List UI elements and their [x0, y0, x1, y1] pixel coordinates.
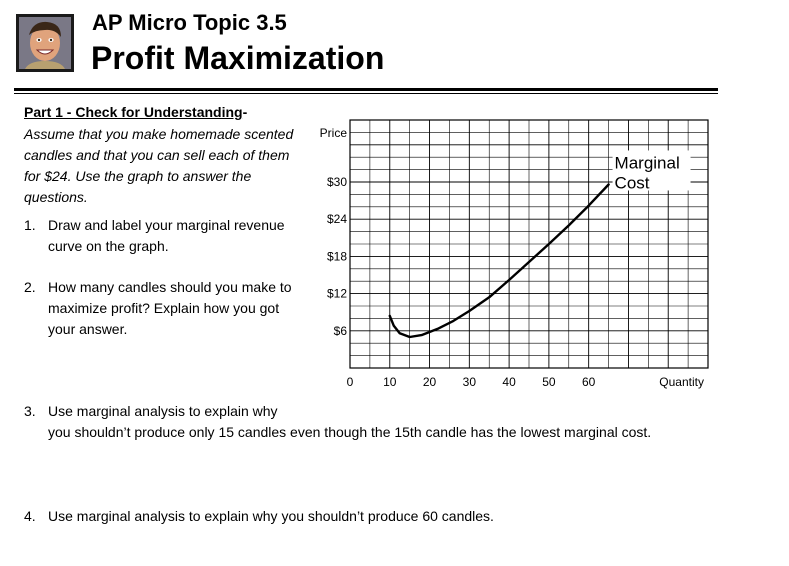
- series-label-background: [612, 150, 691, 191]
- x-tick-label: 0: [347, 375, 354, 389]
- title-topic: AP Micro Topic 3.5: [92, 10, 287, 35]
- question-number: 1.: [24, 217, 36, 233]
- series-label: Marginal: [615, 153, 680, 172]
- x-axis-label: Quantity: [659, 375, 704, 389]
- header-divider-thin: [14, 93, 718, 94]
- y-axis-label: Price: [320, 126, 348, 140]
- data-point: [567, 224, 570, 227]
- part-heading-suffix: -: [242, 104, 248, 120]
- part-heading: Part 1 - Check for Understanding-: [24, 104, 247, 120]
- x-tick-label: 10: [383, 375, 397, 389]
- x-tick-label: 50: [542, 375, 556, 389]
- data-point: [607, 183, 610, 186]
- y-tick-label: $6: [334, 324, 348, 338]
- x-tick-label: 40: [502, 375, 516, 389]
- data-point: [508, 279, 511, 281]
- part-heading-text: Part 1 - Check for Understanding: [24, 104, 243, 120]
- y-tick-label: $12: [327, 287, 347, 301]
- question-number: 3.: [24, 403, 36, 419]
- y-tick-label: $24: [327, 212, 347, 226]
- question-2: 2. How many candles should you make to m…: [24, 277, 309, 340]
- question-1: 1. Draw and label your marginal revenue …: [24, 215, 309, 257]
- data-point: [587, 204, 590, 207]
- presenter-photo-icon: [19, 17, 71, 69]
- plot-frame: [349, 119, 709, 369]
- avatar: [16, 14, 74, 72]
- intro-text: Assume that you make homemade scented ca…: [24, 126, 294, 205]
- question-text: How many candles should you make to maxi…: [48, 279, 292, 337]
- series-label: Cost: [615, 173, 650, 192]
- header-divider: [14, 88, 718, 91]
- data-point: [398, 332, 401, 335]
- series-line-marginal-cost: [388, 183, 610, 339]
- x-tick-label: 20: [423, 375, 437, 389]
- data-point: [420, 334, 423, 337]
- data-point: [488, 296, 491, 299]
- data-point: [436, 328, 439, 330]
- data-point: [452, 319, 455, 322]
- y-tick-label: $30: [327, 175, 347, 189]
- question-text: Draw and label your marginal revenue cur…: [48, 217, 285, 254]
- data-point: [468, 310, 471, 312]
- page-title: Profit Maximization: [91, 40, 385, 76]
- data-point: [528, 261, 530, 263]
- question-number: 4.: [24, 508, 36, 524]
- marginal-cost-chart: $6 $12 $18 $24 $30 0 10 20 30 40 50 60 Price Quantity…: [320, 119, 709, 389]
- data-point: [408, 336, 411, 338]
- question-text-continued: you shouldn’t produce only 15 candles ev…: [48, 424, 652, 440]
- question-text: Use marginal analysis to explain why you…: [48, 508, 494, 524]
- question-4: 4. Use marginal analysis to explain why …: [24, 506, 724, 527]
- question-3: 3. Use marginal analysis to explain why …: [24, 401, 724, 443]
- data-point: [547, 243, 550, 245]
- question-number: 2.: [24, 279, 36, 295]
- question-text: Use marginal analysis to explain why: [48, 403, 278, 419]
- x-tick-label: 60: [582, 375, 596, 389]
- y-tick-label: $18: [327, 249, 347, 263]
- data-point: [392, 324, 395, 327]
- data-point: [388, 315, 391, 317]
- x-tick-label: 30: [463, 375, 477, 389]
